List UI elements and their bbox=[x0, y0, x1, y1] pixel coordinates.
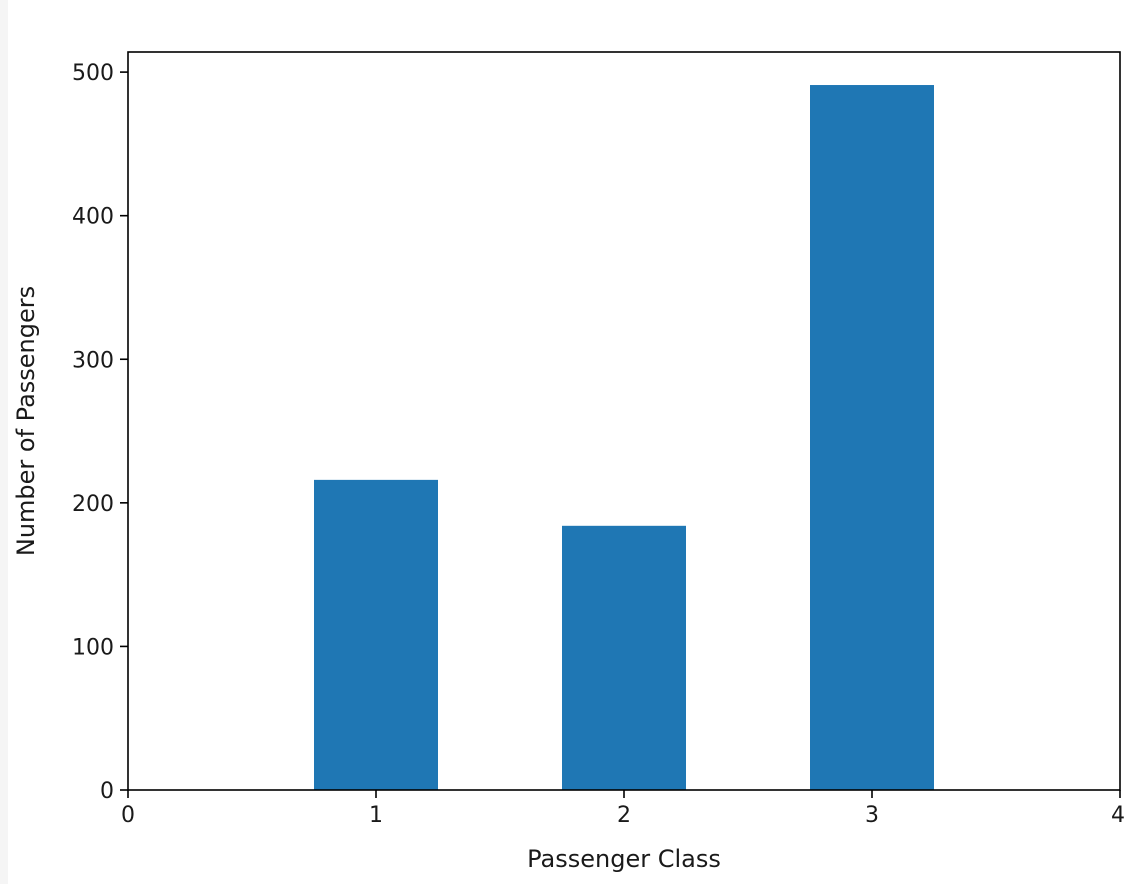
bar-class-1 bbox=[314, 479, 438, 790]
y-axis: 0 100 200 300 400 500 bbox=[72, 61, 128, 804]
x-tick-label: 0 bbox=[121, 803, 135, 828]
x-axis: 0 1 2 3 4 bbox=[121, 790, 1125, 828]
y-tick-label: 200 bbox=[72, 492, 114, 517]
bars-layer bbox=[314, 85, 934, 791]
y-tick-label: 300 bbox=[72, 348, 114, 373]
y-tick-label: 0 bbox=[100, 779, 114, 804]
y-tick-label: 100 bbox=[72, 635, 114, 660]
bar-class-2 bbox=[562, 525, 686, 790]
y-tick-label: 500 bbox=[72, 61, 114, 86]
x-tick-label: 4 bbox=[1111, 803, 1125, 828]
y-axis-title: Number of Passengers bbox=[12, 286, 40, 556]
left-edge-strip bbox=[0, 0, 8, 884]
x-axis-title: Passenger Class bbox=[527, 845, 721, 873]
x-tick-label: 2 bbox=[617, 803, 631, 828]
bar-class-3 bbox=[810, 85, 934, 791]
x-tick-label: 1 bbox=[369, 803, 383, 828]
y-tick-label: 400 bbox=[72, 205, 114, 230]
x-tick-label: 3 bbox=[865, 803, 879, 828]
